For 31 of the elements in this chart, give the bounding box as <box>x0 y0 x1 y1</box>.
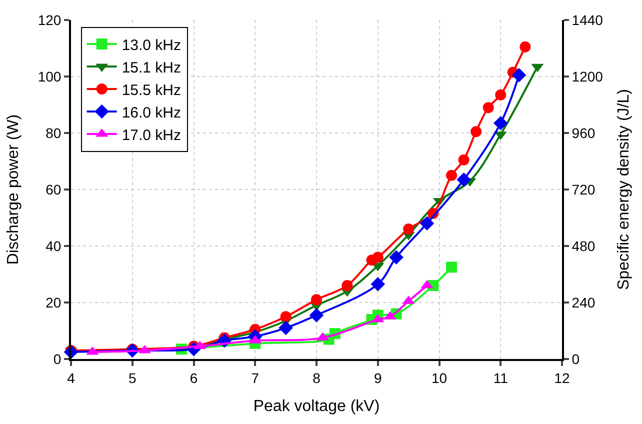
y2-tick-label: 480 <box>572 238 596 254</box>
y-axis-title: Discharge power (W) <box>5 114 22 265</box>
x-tick-label: 11 <box>493 370 508 386</box>
y-tick-label: 20 <box>46 294 62 310</box>
y2-tick-label: 960 <box>572 124 596 141</box>
y-tick-label: 40 <box>46 238 62 254</box>
x-tick-label: 8 <box>312 370 321 386</box>
legend-label: 15.1 kHz <box>122 59 182 76</box>
y2-tick-label: 720 <box>572 181 596 198</box>
y-tick-label: 100 <box>38 68 62 84</box>
x-tick-label: 6 <box>190 370 198 386</box>
y-tick-label: 0 <box>53 350 62 367</box>
legend-label: 13.0 kHz <box>122 36 182 54</box>
y-tick-label: 80 <box>46 124 62 141</box>
y2-tick-label: 240 <box>572 294 596 310</box>
y2-tick-label: 1200 <box>572 68 604 84</box>
x-tick-label: 7 <box>251 370 260 386</box>
x-tick-label: 9 <box>374 370 382 386</box>
y2-tick-label: 0 <box>572 350 580 367</box>
y2-axis-title: Specific energy density (J/L) <box>615 89 632 290</box>
x-tick-label: 4 <box>67 370 76 386</box>
y-tick-label: 60 <box>46 181 62 198</box>
x-tick-label: 5 <box>128 370 136 386</box>
legend-label: 15.5 kHz <box>122 82 182 99</box>
x-tick-label: 12 <box>554 370 570 386</box>
y2-tick-label: 1440 <box>572 12 604 28</box>
legend-label: 16.0 kHz <box>122 104 182 122</box>
x-tick-label: 10 <box>431 370 448 386</box>
x-axis-title: Peak voltage (kV) <box>253 398 380 415</box>
legend-label: 17.0 kHz <box>122 126 182 144</box>
y-tick-label: 120 <box>38 12 62 28</box>
